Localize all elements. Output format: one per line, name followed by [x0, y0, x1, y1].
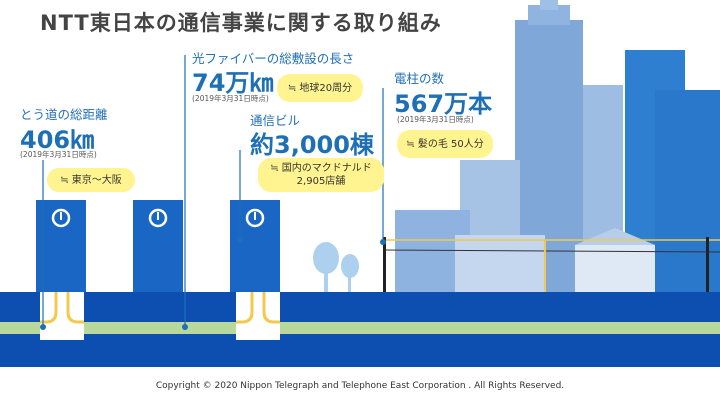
city-skyline [395, 0, 720, 295]
stat-date-pole: (2019年3月31日時点) [397, 115, 474, 124]
tree-icon [313, 242, 359, 292]
stat-label-building: 通信ビル [250, 113, 301, 128]
stat-date-tunnel: (2019年3月31日時点) [20, 150, 97, 159]
comparison-badge-building-line2: 2,905店舗 [296, 176, 346, 187]
stat-date-fiber: (2019年3月31日時点) [192, 94, 269, 103]
stat-value-building: 約3,000棟 [250, 131, 374, 159]
page-title: NTT東日本の通信事業に関する取り組み [40, 11, 442, 35]
comparison-badge-pole: ≒ 髪の毛 50人分 [397, 130, 493, 158]
stat-value-tunnel: 406㎞ [20, 126, 95, 154]
comparison-badge-fiber: ≒ 地球20周分 [277, 74, 363, 102]
stat-label-tunnel: とう道の総距離 [20, 107, 108, 122]
tunnel [40, 290, 280, 340]
stat-value-fiber: 74万㎞ [192, 69, 274, 97]
cable-line [0, 322, 720, 334]
stat-value-pole: 567万本 [394, 90, 493, 118]
comparison-badge-building: ≒ 国内のマクドナルド 2,905店舗 [258, 158, 384, 192]
copyright-footer: Copyright © 2020 Nippon Telegraph and Te… [155, 381, 565, 391]
comparison-badge-tunnel: ≒ 東京～大阪 [47, 168, 135, 192]
leader-dot [40, 237, 386, 330]
stat-label-fiber: 光ファイバーの総敷設の長さ [192, 51, 355, 66]
ntt-logo-icon [51, 208, 265, 228]
comparison-badge-building-line1: ≒ 国内のマクドナルド [270, 163, 372, 174]
stat-label-pole: 電柱の数 [394, 71, 445, 86]
